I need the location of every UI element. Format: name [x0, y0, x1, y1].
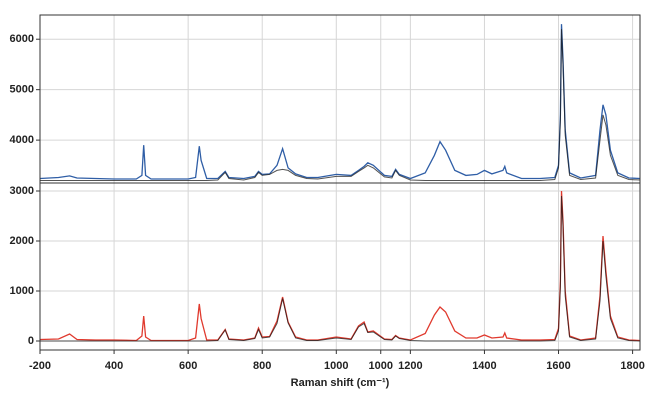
spectrum-line	[40, 29, 641, 181]
x-tick-label: 400	[105, 360, 123, 372]
x-tick-label: 600	[179, 360, 197, 372]
plot-frame	[39, 182, 641, 351]
y-tick-label: 6000	[10, 33, 34, 45]
x-tick-label: 1600	[546, 360, 570, 372]
x-tick-label: 1800	[620, 360, 644, 372]
x-tick-label: 1000	[368, 360, 392, 372]
y-tick-label: 4000	[10, 134, 34, 146]
y-tick-label: 3000	[10, 185, 34, 197]
y-tick-label: 1000	[10, 285, 34, 297]
x-tick-label: 1000	[324, 360, 348, 372]
x-tick-label: -200	[29, 360, 51, 372]
y-tick-label: 5000	[10, 84, 34, 96]
x-tick-label: 800	[253, 360, 271, 372]
x-axis-label: Raman shift (cm⁻¹)	[291, 377, 390, 389]
y-tick-label: 0	[28, 335, 34, 347]
x-tick-label: 1400	[472, 360, 496, 372]
x-tick-label: 1200	[398, 360, 422, 372]
spectrum-line	[40, 195, 641, 342]
y-tick-label: 2000	[10, 235, 34, 247]
